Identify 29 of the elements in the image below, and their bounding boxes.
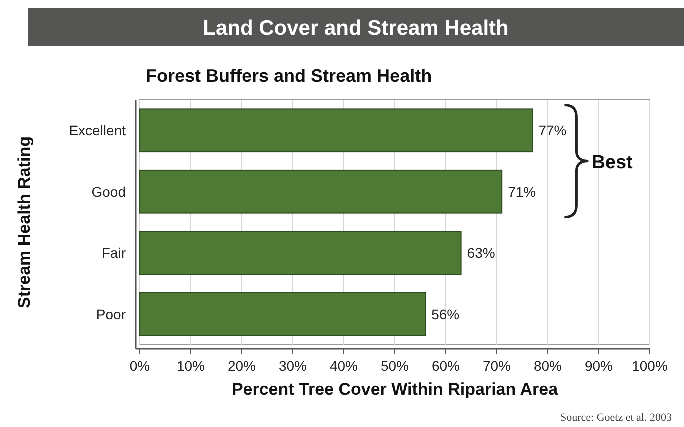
data-label: 56% xyxy=(432,306,460,322)
x-tick-label: 20% xyxy=(228,358,256,374)
bar xyxy=(140,231,462,276)
bar xyxy=(140,292,426,336)
y-tick-label: Good xyxy=(92,184,126,200)
y-tick-label: Poor xyxy=(96,306,126,322)
data-label: 71% xyxy=(508,184,536,200)
x-tick-label: 40% xyxy=(330,358,358,374)
chart-title: Land Cover and Stream Health xyxy=(203,17,509,40)
bar xyxy=(140,170,503,214)
y-tick-label: Excellent xyxy=(69,122,126,139)
x-tick-label: 80% xyxy=(534,358,562,374)
x-tick-label: 10% xyxy=(176,358,206,374)
source-note: Source: Goetz et al. 2003 xyxy=(560,412,672,424)
chart-subtitle: Forest Buffers and Stream Health xyxy=(146,66,432,86)
data-label: 63% xyxy=(467,245,496,262)
x-tick-label: 90% xyxy=(584,358,614,374)
annotation: Best xyxy=(592,152,634,174)
x-axis-title: Percent Tree Cover Within Riparian Area xyxy=(232,380,559,399)
x-tick-label: 30% xyxy=(278,358,308,374)
x-tick-label: 100% xyxy=(632,358,668,374)
x-tick-label: 60% xyxy=(432,358,460,374)
x-tick-label: 50% xyxy=(380,358,410,374)
bar xyxy=(140,108,534,153)
y-tick-label: Fair xyxy=(102,245,126,262)
y-axis-title: Stream Health Rating xyxy=(15,136,34,308)
x-tick-label: 70% xyxy=(482,358,512,374)
x-tick-label: 0% xyxy=(130,358,150,374)
data-label: 77% xyxy=(538,122,567,139)
